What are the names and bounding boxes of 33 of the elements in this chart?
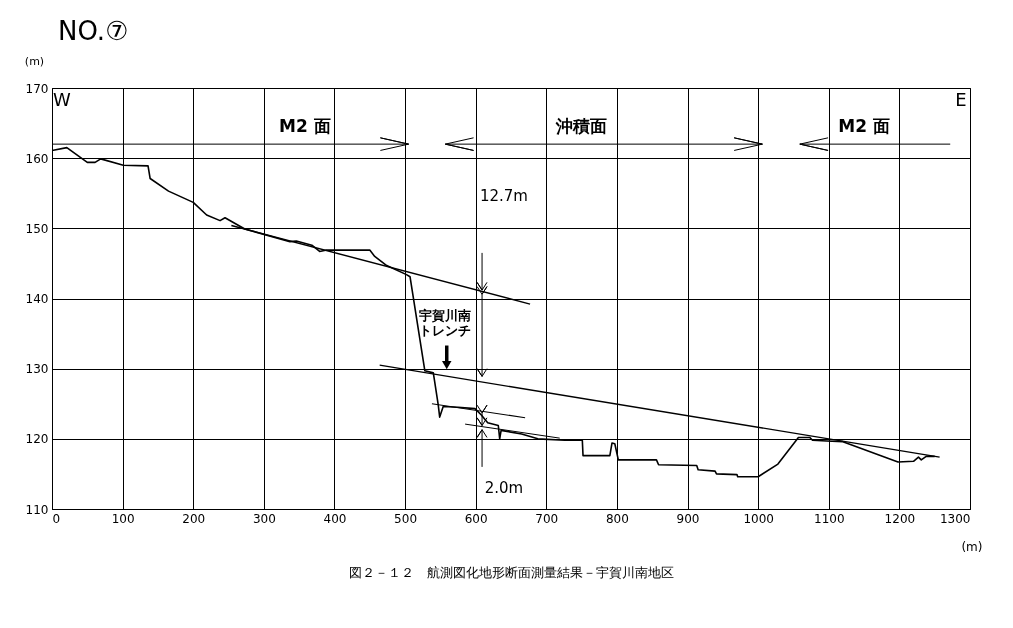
y-tick-label: 170 <box>25 81 49 96</box>
x-tick-label: 1300 <box>939 511 971 526</box>
annotation: M2 面 <box>838 116 890 137</box>
x-tick-label: 500 <box>394 511 418 526</box>
x-tick-label: 600 <box>464 511 488 526</box>
annotation: 沖積面 <box>555 116 608 137</box>
y-tick-label: 140 <box>25 292 49 306</box>
annotation: 宇賀川南トレンチ <box>419 308 472 339</box>
annotation: W <box>52 89 71 111</box>
x-tick-label: 1100 <box>814 511 845 526</box>
x-tick-label: 300 <box>252 511 276 526</box>
y-tick-label: 150 <box>25 221 49 236</box>
x-tick-label: 700 <box>535 511 559 526</box>
x-tick-label: 1200 <box>884 511 916 526</box>
y-tick-label: 110 <box>25 502 49 517</box>
y-tick-label: 130 <box>25 362 49 377</box>
x-tick-label: 900 <box>676 511 700 526</box>
y-tick-label: 160 <box>25 151 49 166</box>
y-tick-label: 120 <box>25 432 49 447</box>
y-axis-title: (m) <box>24 54 45 68</box>
x-tick-label: 400 <box>323 511 347 526</box>
annotation: M2 面 <box>278 116 331 137</box>
annotation: 2.0m <box>484 478 524 497</box>
x-tick-label: 0 <box>52 511 61 526</box>
annotation: E <box>955 89 967 111</box>
x-tick-label: 800 <box>605 511 629 526</box>
x-tick-label: 100 <box>111 511 135 526</box>
annotation: 12.7m <box>479 187 528 206</box>
chart-title: NO.⑦ <box>58 16 129 46</box>
x-tick-label: 1000 <box>743 511 774 526</box>
x-tick-label: 200 <box>182 511 206 526</box>
x-axis-title: (m) <box>961 539 983 554</box>
caption: 図２－１２ 航測図化地形断面測量結果－宇賀川南地区 <box>348 565 674 580</box>
